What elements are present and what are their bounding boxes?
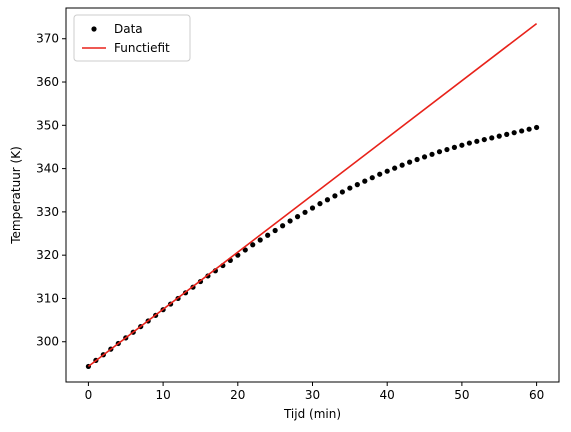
data-point [324, 197, 331, 203]
legend-label-fit: Functiefit [114, 41, 170, 55]
data-point [392, 165, 398, 171]
x-tick-label: 20 [230, 388, 245, 402]
y-tick-label: 360 [36, 75, 59, 89]
x-tick-label: 30 [305, 388, 320, 402]
y-axis-label: Temperatuur (K) [9, 146, 23, 245]
data-point [339, 189, 345, 195]
x-axis: 0 10 20 30 40 50 60 [85, 382, 544, 402]
y-tick-label: 350 [36, 118, 59, 132]
y-tick-label: 310 [36, 291, 59, 305]
data-point [399, 162, 405, 168]
legend-marker-data [91, 26, 97, 32]
data-point [481, 136, 487, 143]
data-point [257, 237, 263, 243]
x-tick-label: 0 [85, 388, 93, 402]
y-axis: 300 310 320 330 340 350 360 370 [36, 32, 66, 349]
data-point [459, 142, 465, 148]
data-point [347, 185, 353, 191]
data-point [451, 144, 458, 150]
y-tick-label: 320 [36, 248, 59, 262]
y-tick-label: 340 [36, 162, 59, 176]
y-tick-label: 330 [36, 205, 59, 219]
data-point [489, 135, 495, 141]
data-point [294, 214, 301, 220]
x-tick-label: 60 [529, 388, 544, 402]
data-point [265, 232, 271, 238]
x-tick-label: 50 [454, 388, 469, 402]
fit-line [87, 22, 538, 368]
x-axis-label: Tijd (min) [283, 407, 341, 421]
data-point [369, 175, 375, 181]
data-point [354, 182, 360, 188]
data-point [519, 128, 525, 134]
data-point [474, 138, 480, 144]
data-point [272, 227, 278, 234]
data-point [309, 205, 316, 211]
data-point [511, 130, 517, 136]
y-tick-label: 370 [36, 32, 59, 46]
data-point [444, 146, 450, 153]
x-tick-label: 10 [155, 388, 170, 402]
data-point [504, 131, 510, 137]
data-point [287, 218, 293, 224]
data-point [533, 124, 540, 131]
data-point [250, 242, 256, 248]
data-point [429, 151, 435, 157]
plot-marks [85, 22, 540, 370]
data-point [407, 159, 413, 165]
data-point [496, 133, 502, 139]
data-point [384, 168, 390, 174]
data-point [302, 209, 308, 215]
legend-box [73, 14, 191, 62]
legend-label-data: Data [114, 22, 143, 36]
data-point [362, 178, 368, 184]
data-point [466, 140, 472, 146]
data-point [280, 223, 286, 229]
data-point [377, 171, 383, 177]
data-point [526, 126, 532, 132]
data-point [436, 149, 443, 155]
data-point [332, 193, 338, 199]
y-tick-label: 300 [36, 335, 59, 349]
data-point [421, 154, 428, 160]
data-point [242, 247, 248, 253]
legend: Data Functiefit [73, 14, 191, 62]
data-point [317, 201, 323, 207]
data-point [414, 156, 420, 163]
x-tick-label: 40 [380, 388, 395, 402]
